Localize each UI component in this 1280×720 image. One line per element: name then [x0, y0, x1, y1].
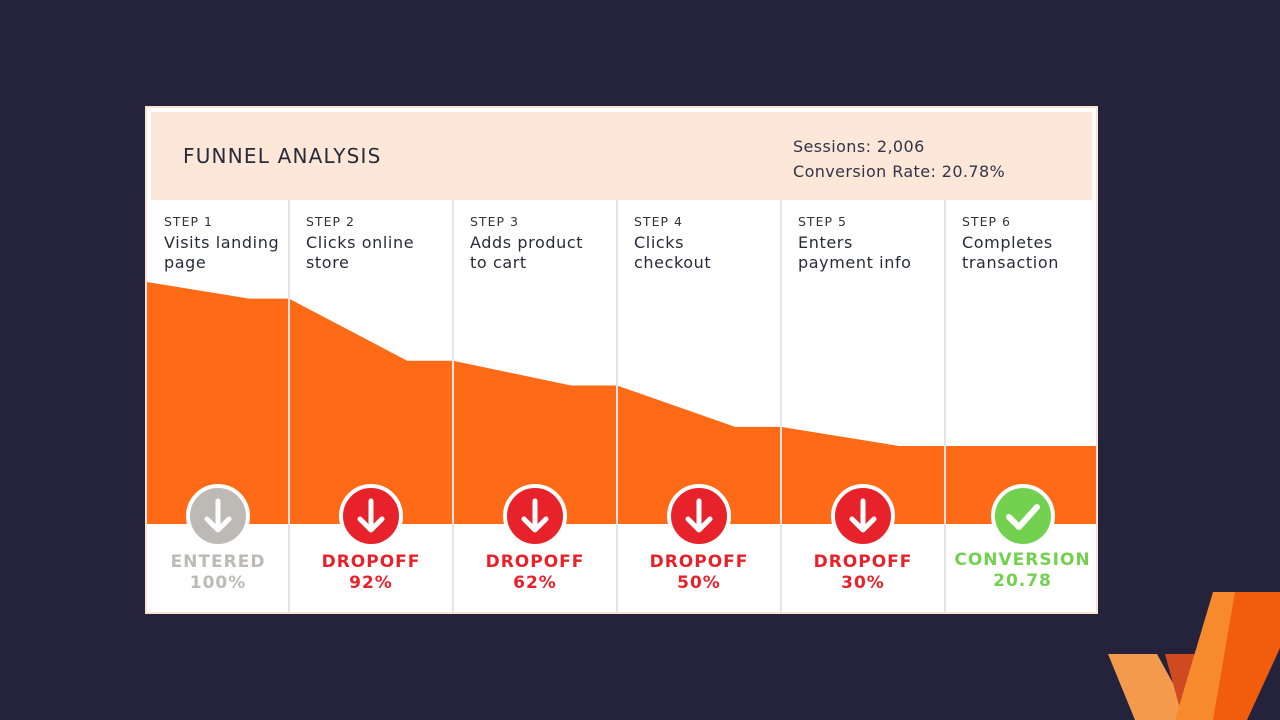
status-value: 100% — [189, 573, 247, 593]
arrow-down-icon — [204, 498, 232, 533]
funnel-card: FUNNEL ANALYSIS Sessions: 2,006 Conversi… — [145, 106, 1098, 614]
logo-left-stroke — [1108, 654, 1193, 720]
page-title: FUNNEL ANALYSIS — [183, 144, 382, 168]
status-text: ENTERED — [170, 552, 266, 572]
status-badge — [990, 484, 1055, 548]
logo-right-stroke — [1213, 592, 1280, 720]
step-name: Enters payment info — [798, 233, 912, 272]
step-header-1: STEP 1 Visits landing page — [164, 214, 284, 273]
step-name: Completes transaction — [962, 233, 1059, 272]
step-name: Clicks checkout — [634, 233, 712, 272]
brand-logo — [1108, 592, 1280, 720]
step-header-3: STEP 3 Adds product to cart — [470, 214, 590, 273]
status-label-3: DROPOFF 62% — [453, 552, 617, 594]
step-name: Clicks online store — [306, 233, 415, 272]
status-value: 30% — [841, 573, 885, 593]
step-header-4: STEP 4 Clicks checkout — [634, 214, 754, 273]
status-text: DROPOFF — [485, 552, 585, 572]
status-badge — [186, 484, 250, 548]
status-value: 92% — [349, 573, 393, 593]
arrow-down-icon — [357, 498, 385, 533]
status-label-5: DROPOFF 30% — [781, 552, 945, 594]
status-text: DROPOFF — [321, 552, 421, 572]
arrow-down-icon — [521, 498, 549, 533]
funnel-header: FUNNEL ANALYSIS Sessions: 2,006 Conversi… — [151, 112, 1092, 200]
step-name: Visits landing page — [164, 233, 280, 272]
sessions-count: Sessions: 2,006 — [793, 137, 925, 156]
step-number: STEP 1 — [164, 214, 213, 229]
status-label-1: ENTERED 100% — [147, 552, 289, 594]
status-value: 50% — [677, 573, 721, 593]
step-number: STEP 6 — [962, 214, 1011, 229]
status-text: CONVERSION — [954, 550, 1091, 570]
status-text: DROPOFF — [813, 552, 913, 572]
step-header-6: STEP 6 Completes transaction — [962, 214, 1082, 273]
status-value: 62% — [513, 573, 557, 593]
status-text: DROPOFF — [649, 552, 749, 572]
step-number: STEP 3 — [470, 214, 519, 229]
arrow-down-icon — [849, 498, 877, 533]
step-header-2: STEP 2 Clicks online store — [306, 214, 426, 273]
status-badge — [831, 484, 895, 548]
status-badge — [667, 484, 731, 548]
status-value: 20.78 — [993, 571, 1052, 591]
status-badge — [339, 484, 403, 548]
funnel-meta: Sessions: 2,006 Conversion Rate: 20.78% — [793, 134, 1005, 184]
step-header-5: STEP 5 Enters payment info — [798, 214, 918, 273]
funnel-area — [147, 282, 1096, 524]
status-label-6: CONVERSION 20.78 — [945, 550, 1096, 592]
status-badge — [503, 484, 567, 548]
step-name: Adds product to cart — [470, 233, 584, 272]
step-number: STEP 2 — [306, 214, 355, 229]
step-number: STEP 4 — [634, 214, 683, 229]
arrow-down-icon — [685, 498, 713, 533]
status-label-4: DROPOFF 50% — [617, 552, 781, 594]
status-label-2: DROPOFF 92% — [289, 552, 453, 594]
conversion-rate: Conversion Rate: 20.78% — [793, 162, 1006, 181]
checkmark-icon — [1005, 504, 1040, 530]
step-number: STEP 5 — [798, 214, 847, 229]
funnel-chart — [147, 200, 1096, 612]
